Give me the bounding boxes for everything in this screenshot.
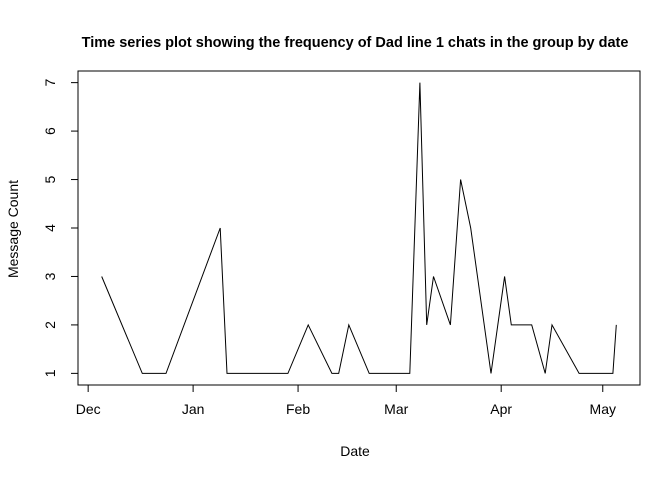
x-tick-label: Feb [286,401,310,417]
series-line [101,82,617,374]
x-tick-label: Mar [384,401,408,417]
y-tick-label: 5 [42,175,58,183]
x-tick-label: Jan [182,401,205,417]
y-tick-label: 2 [42,321,58,329]
series-points [100,81,618,375]
chart-title: Time series plot showing the frequency o… [82,35,629,51]
y-axis-label: Message Count [5,180,21,278]
y-tick-label: 7 [42,79,58,87]
y-tick-label: 3 [42,272,58,280]
y-tick-label: 1 [42,369,58,377]
y-tick-label: 6 [42,127,58,135]
y-axis: 1 2 3 4 5 6 7 [42,79,79,377]
x-tick-label: May [590,401,616,417]
plot-frame [77,70,641,386]
x-axis: Dec Jan Feb Mar Apr May [76,384,616,417]
x-tick-label: Dec [76,401,101,417]
y-tick-label: 4 [42,224,58,232]
x-axis-label: Date [340,443,370,459]
x-tick-label: Apr [490,401,512,417]
